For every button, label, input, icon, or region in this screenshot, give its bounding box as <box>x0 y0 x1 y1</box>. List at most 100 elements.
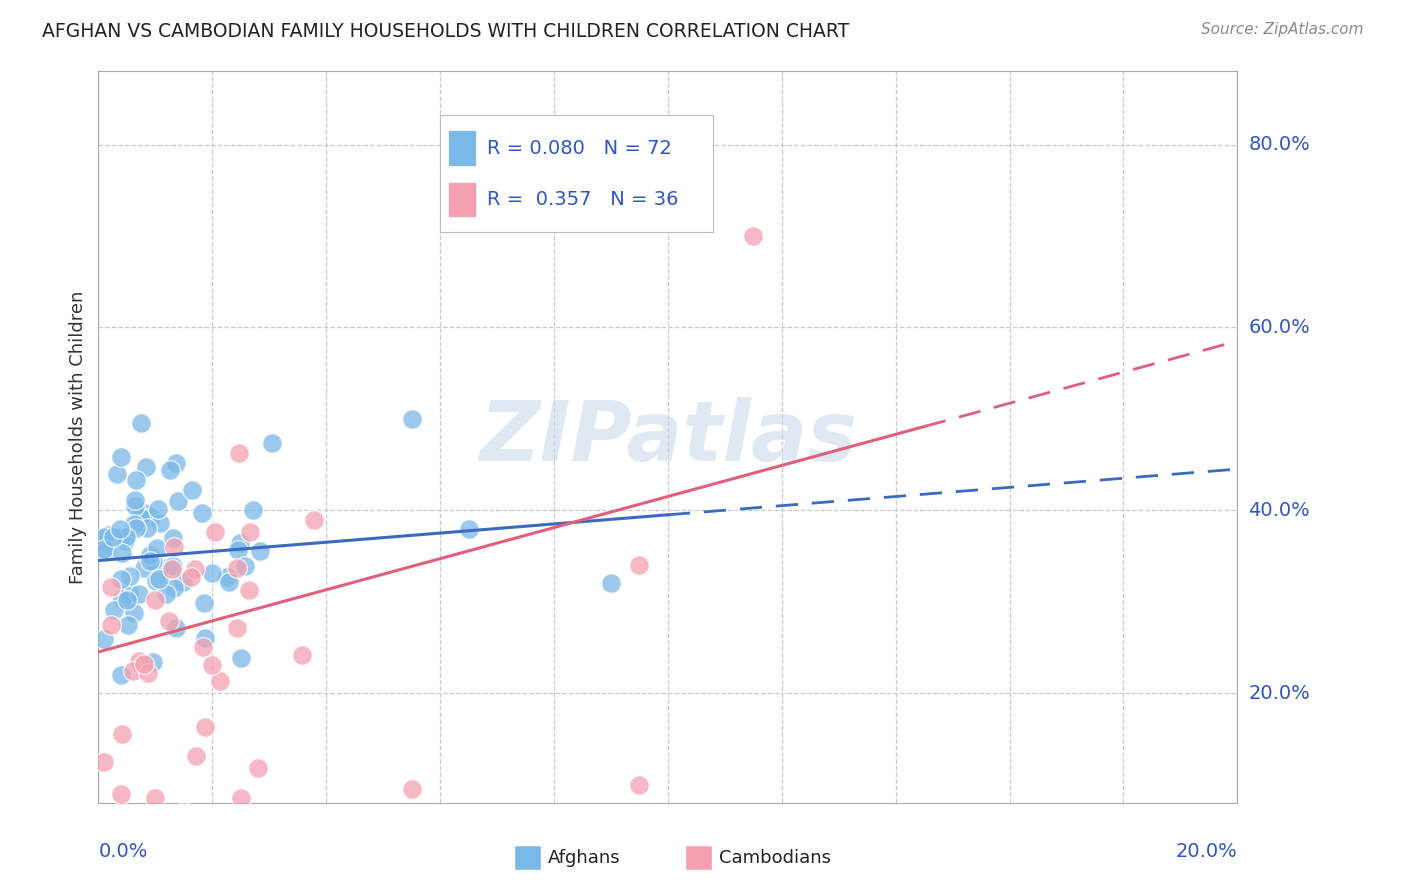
Text: AFGHAN VS CAMBODIAN FAMILY HOUSEHOLDS WITH CHILDREN CORRELATION CHART: AFGHAN VS CAMBODIAN FAMILY HOUSEHOLDS WI… <box>42 22 849 41</box>
Point <box>291 648 314 662</box>
Point <box>115 530 138 544</box>
Point <box>132 561 155 575</box>
Point <box>110 529 132 543</box>
Point <box>134 657 156 671</box>
Point <box>110 572 132 586</box>
Point <box>149 516 172 530</box>
Text: 60.0%: 60.0% <box>1249 318 1310 337</box>
Point <box>101 530 124 544</box>
Point <box>135 521 157 535</box>
Text: 20.0%: 20.0% <box>1175 842 1237 861</box>
Point <box>124 474 146 488</box>
Text: 20.0%: 20.0% <box>1249 683 1310 703</box>
Point <box>217 570 239 584</box>
Point <box>239 524 262 539</box>
Point <box>143 592 166 607</box>
Point <box>226 561 249 575</box>
Point <box>401 782 423 797</box>
Point <box>228 446 250 460</box>
Point <box>401 412 423 426</box>
Point <box>233 558 256 573</box>
Point <box>148 502 170 516</box>
Point <box>115 593 138 607</box>
Point <box>122 606 145 620</box>
Point <box>124 493 146 508</box>
Text: ZIPatlas: ZIPatlas <box>479 397 856 477</box>
Point <box>229 651 252 665</box>
Point <box>111 591 134 606</box>
Point <box>201 658 224 673</box>
Point <box>159 463 181 477</box>
Point <box>193 596 215 610</box>
Point <box>162 559 184 574</box>
Point <box>249 544 271 558</box>
Point <box>110 787 132 801</box>
Point <box>124 499 146 513</box>
Point <box>93 542 115 557</box>
Y-axis label: Family Households with Children: Family Households with Children <box>69 291 87 583</box>
Point <box>148 572 170 586</box>
Text: 80.0%: 80.0% <box>1249 135 1310 154</box>
Point <box>167 494 190 508</box>
Point <box>118 586 141 600</box>
Point <box>114 533 136 548</box>
Point <box>110 667 132 681</box>
Point <box>93 533 115 548</box>
Point <box>184 749 207 764</box>
Point <box>165 457 187 471</box>
Point <box>139 548 162 562</box>
Point <box>139 554 162 568</box>
Point <box>117 617 139 632</box>
Point <box>111 727 134 741</box>
Point <box>146 541 169 555</box>
Point <box>260 435 283 450</box>
Point <box>628 778 651 792</box>
Point <box>136 665 159 680</box>
Point <box>120 568 142 582</box>
Point <box>742 229 765 244</box>
Text: Source: ZipAtlas.com: Source: ZipAtlas.com <box>1201 22 1364 37</box>
Point <box>163 581 186 595</box>
Point <box>218 574 240 589</box>
Point <box>457 521 479 535</box>
Point <box>183 562 205 576</box>
Point <box>145 791 167 805</box>
Point <box>100 618 122 632</box>
Point <box>194 720 217 734</box>
Point <box>191 506 214 520</box>
Point <box>225 621 247 635</box>
Point <box>238 582 260 597</box>
Point <box>145 574 167 589</box>
Point <box>193 640 215 654</box>
Point <box>157 614 180 628</box>
Point <box>180 483 202 498</box>
Point <box>103 602 125 616</box>
Text: 40.0%: 40.0% <box>1249 500 1310 520</box>
Point <box>128 510 150 524</box>
Point <box>93 756 115 770</box>
Point <box>128 587 150 601</box>
Point <box>122 664 145 678</box>
Point <box>201 566 224 580</box>
Point <box>600 576 623 591</box>
Point <box>165 621 187 635</box>
Point <box>131 416 153 430</box>
Point <box>628 558 651 573</box>
Point <box>162 531 184 545</box>
Point <box>172 574 194 589</box>
Point <box>226 543 249 558</box>
Point <box>163 540 186 554</box>
Point <box>229 535 252 549</box>
Point <box>128 654 150 668</box>
Point <box>132 506 155 520</box>
Point <box>122 516 145 531</box>
Point <box>108 522 131 536</box>
Point <box>96 543 118 558</box>
Point <box>156 560 179 574</box>
Point <box>194 631 217 645</box>
Point <box>107 467 129 481</box>
Point <box>125 521 148 535</box>
Point <box>242 503 264 517</box>
Point <box>160 562 183 576</box>
Point <box>209 674 232 689</box>
